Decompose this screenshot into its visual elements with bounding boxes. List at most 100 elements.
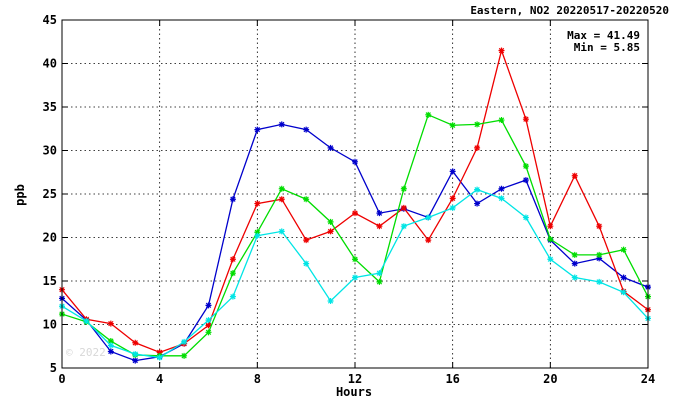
x-tick-label: 0 <box>58 372 65 386</box>
data-point <box>498 185 505 192</box>
data-point <box>376 278 383 285</box>
data-point <box>620 246 627 253</box>
data-point <box>181 338 188 345</box>
data-point <box>205 329 212 336</box>
data-point <box>547 223 554 230</box>
data-point <box>205 317 212 324</box>
data-point <box>132 357 139 364</box>
data-point <box>425 111 432 118</box>
data-point <box>571 251 578 258</box>
data-point <box>107 338 114 345</box>
data-point <box>352 210 358 217</box>
data-point <box>596 278 603 285</box>
data-point <box>474 200 481 207</box>
data-point <box>425 214 432 221</box>
data-point <box>571 274 578 281</box>
data-point <box>107 348 114 355</box>
data-point <box>449 204 456 211</box>
data-point <box>303 237 310 244</box>
data-point <box>352 158 358 165</box>
data-point <box>474 144 481 151</box>
data-point <box>352 256 358 263</box>
data-point <box>229 196 236 203</box>
data-point <box>278 121 285 128</box>
data-point <box>620 274 627 281</box>
x-tick-label: 20 <box>543 372 557 386</box>
x-tick-label: 12 <box>348 372 362 386</box>
data-point <box>278 196 285 203</box>
data-point <box>229 256 236 263</box>
data-point <box>205 322 212 329</box>
x-tick-label: 16 <box>445 372 459 386</box>
data-point <box>522 177 529 184</box>
data-point <box>449 195 456 202</box>
data-point <box>571 172 578 179</box>
data-point <box>303 260 310 267</box>
y-tick-label: 30 <box>43 144 57 158</box>
data-point <box>205 302 212 309</box>
data-point <box>596 251 603 258</box>
data-point <box>522 214 529 221</box>
y-tick-label: 15 <box>43 274 57 288</box>
data-point <box>571 260 578 267</box>
data-point <box>498 47 505 54</box>
data-point <box>376 210 383 217</box>
y-tick-label: 45 <box>43 13 57 27</box>
data-point <box>327 218 334 225</box>
data-point <box>229 270 236 277</box>
data-point <box>400 204 407 211</box>
data-point <box>474 186 481 193</box>
data-point <box>498 117 505 124</box>
data-point <box>303 126 310 133</box>
data-point <box>547 256 554 263</box>
data-point <box>522 163 529 170</box>
data-point <box>132 339 139 346</box>
y-tick-label: 40 <box>43 57 57 71</box>
data-point <box>83 318 90 325</box>
max-label: Max = 41.49 <box>567 29 640 42</box>
y-tick-label: 25 <box>43 187 57 201</box>
x-axis-label: Hours <box>336 385 372 399</box>
data-point <box>547 236 554 243</box>
data-point <box>303 196 310 203</box>
data-point <box>596 255 603 262</box>
data-point <box>278 228 285 235</box>
data-point <box>376 223 383 230</box>
data-point <box>327 144 334 151</box>
data-point <box>425 237 432 244</box>
data-point <box>254 232 261 239</box>
chart-title: Eastern, NO2 20220517-20220520 <box>470 4 669 17</box>
data-point <box>352 274 358 281</box>
y-axis-label: ppb <box>13 184 27 206</box>
grid <box>62 20 648 368</box>
y-tick-label: 10 <box>43 318 57 332</box>
data-point <box>254 126 261 133</box>
watermark-group: © 2022 <box>66 346 106 359</box>
data-point <box>400 185 407 192</box>
data-point <box>327 228 334 235</box>
data-point <box>156 354 163 361</box>
watermark: © 2022 <box>66 346 106 359</box>
y-tick-label: 35 <box>43 100 57 114</box>
ticks-group: 0 4 8 12 16 20 24 5 10 15 20 25 30 35 40 45 <box>43 13 656 386</box>
data-point <box>278 185 285 192</box>
data-point <box>449 122 456 129</box>
min-label: Min = 5.85 <box>574 41 640 54</box>
data-point <box>132 351 139 358</box>
data-point <box>376 270 383 277</box>
data-point <box>596 223 603 230</box>
data-point <box>229 293 236 300</box>
x-tick-label: 24 <box>641 372 655 386</box>
x-tick-label: 4 <box>156 372 163 386</box>
data-point <box>181 352 188 359</box>
data-point <box>522 116 529 123</box>
data-point <box>620 289 627 296</box>
data-point <box>156 349 163 356</box>
data-point <box>474 121 481 128</box>
data-point <box>400 223 407 230</box>
data-point <box>107 320 114 327</box>
data-point <box>449 168 456 175</box>
y-tick-label: 5 <box>50 361 57 375</box>
data-point <box>327 298 334 305</box>
